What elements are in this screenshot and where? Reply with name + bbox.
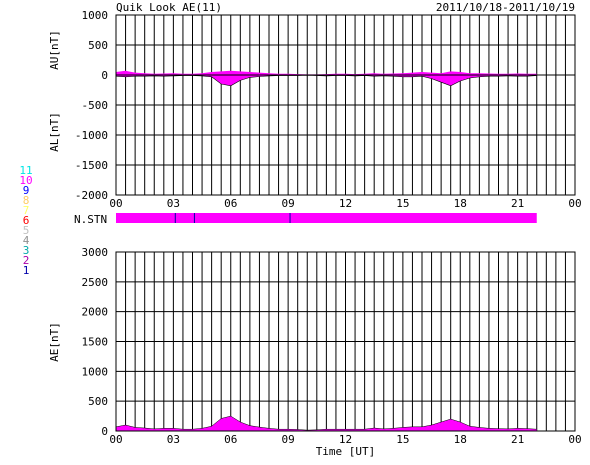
- ae-xlabel: Time [UT]: [316, 445, 376, 458]
- ae-y-tick-label: 0: [101, 425, 108, 438]
- ae-x-tick-label: 21: [511, 433, 524, 446]
- station-count-panel: N.STN: [74, 213, 537, 226]
- au-y-tick-label: 500: [88, 39, 108, 52]
- au-x-tick-label: 00: [568, 197, 581, 210]
- ae-x-tick-label: 18: [454, 433, 467, 446]
- station-legend-item: 4: [23, 234, 30, 247]
- au-x-tick-label: 03: [167, 197, 180, 210]
- station-legend-item: 7: [23, 204, 30, 217]
- station-legend-item: 9: [23, 184, 30, 197]
- ae-x-tick-label: 09: [282, 433, 295, 446]
- station-legend-item: 10: [19, 174, 32, 187]
- au-y-tick-label: 0: [101, 69, 108, 82]
- station-legend-item: 1: [23, 264, 30, 277]
- station-legend-item: 3: [23, 244, 30, 257]
- station-legend-item: 5: [23, 224, 30, 237]
- station-legend-item: 8: [23, 194, 30, 207]
- ae-y-tick-label: 1000: [82, 365, 109, 378]
- au-frame: [115, 14, 576, 196]
- ae-x-tick-label: 00: [109, 433, 122, 446]
- station-legend-item: 6: [23, 214, 30, 227]
- station-legend-item: 2: [23, 254, 30, 267]
- au-y-tick-label: -1000: [75, 129, 108, 142]
- chart-title: Quik Look AE(11): [116, 1, 222, 14]
- ae-y-tick-label: 3000: [82, 246, 109, 259]
- au-area: [116, 70, 537, 75]
- ae-x-tick-label: 12: [339, 433, 352, 446]
- au-x-tick-label: 09: [282, 197, 295, 210]
- al-line: [115, 74, 537, 87]
- ae-x-tick-label: 00: [568, 433, 581, 446]
- ae-y-tick-label: 2000: [82, 306, 109, 319]
- ae-frame: [115, 251, 576, 432]
- au-x-tick-label: 00: [109, 197, 122, 210]
- au-y-tick-label: -2000: [75, 189, 108, 202]
- au-x-tick-label: 15: [396, 197, 409, 210]
- au-x-tick-label: 06: [224, 197, 237, 210]
- stn-bar: [116, 213, 537, 223]
- ae-y-tick-label: 2500: [82, 276, 109, 289]
- au-y-tick-label: 1000: [82, 9, 109, 22]
- ae-y-tick-label: 1500: [82, 336, 109, 349]
- ae-x-tick-label: 15: [396, 433, 409, 446]
- au-x-tick-label: 12: [339, 197, 352, 210]
- au-y-tick-label: -500: [82, 99, 109, 112]
- ae-ylabel: AE[nT]: [48, 322, 61, 362]
- ae-x-tick-label: 06: [224, 433, 237, 446]
- au-x-tick-label: 18: [454, 197, 467, 210]
- al-ylabel: AL[nT]: [48, 112, 61, 152]
- stn-label: N.STN: [74, 213, 107, 226]
- au-x-tick-label: 21: [511, 197, 524, 210]
- station-legend-item: 11: [19, 164, 32, 177]
- ae-x-tick-label: 03: [167, 433, 180, 446]
- au-y-tick-label: -1500: [75, 159, 108, 172]
- al-area: [116, 75, 537, 86]
- au-ylabel: AU[nT]: [48, 30, 61, 70]
- date-range: 2011/10/18-2011/10/19: [436, 1, 575, 14]
- ae-line: [115, 415, 537, 431]
- ae-area: [116, 416, 537, 431]
- ae-y-tick-label: 500: [88, 395, 108, 408]
